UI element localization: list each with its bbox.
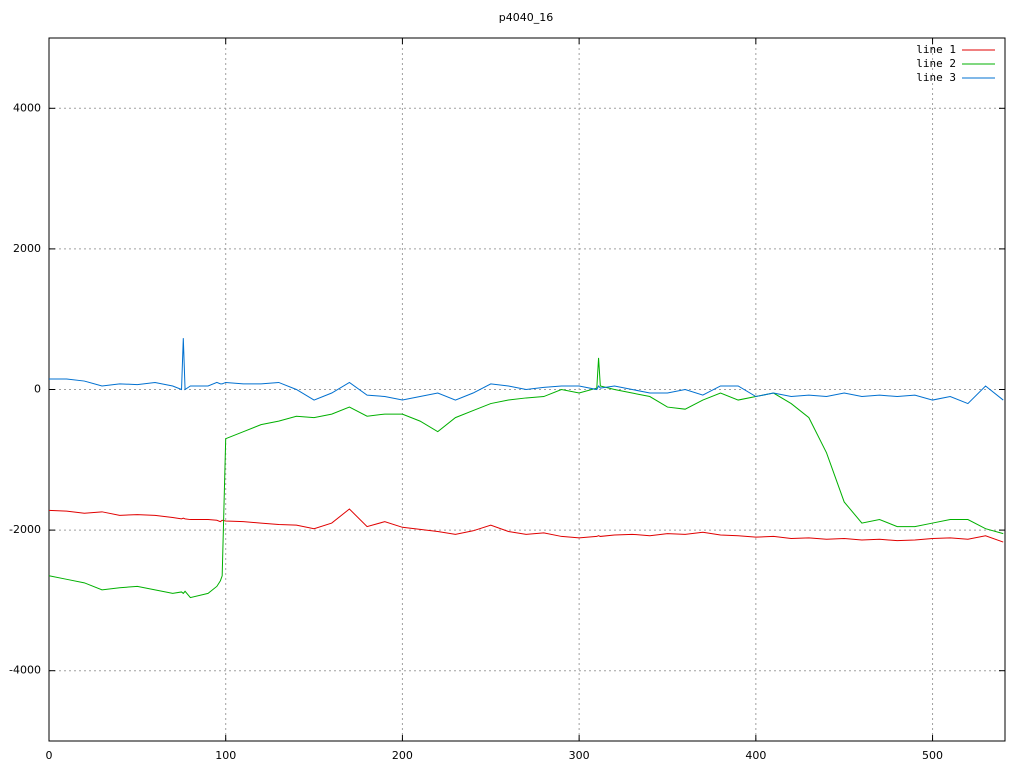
x-tick-label: 500 <box>922 749 943 762</box>
plot-border <box>48 37 1006 742</box>
legend-label: line 2 <box>916 57 956 70</box>
x-tick-label: 100 <box>215 749 236 762</box>
y-tick-label: 2000 <box>13 242 41 255</box>
x-tick-label: 400 <box>745 749 766 762</box>
y-tick-label: 0 <box>34 383 41 396</box>
legend-label: line 3 <box>916 71 956 84</box>
chart-title: p4040_16 <box>499 11 553 24</box>
series-line <box>48 508 1004 543</box>
y-tick-label: 4000 <box>13 101 41 114</box>
y-tick-label: -2000 <box>9 523 41 536</box>
series-line <box>49 338 1004 405</box>
y-tick-label: -4000 <box>9 664 41 677</box>
legend-label: line 1 <box>916 43 956 56</box>
x-tick-label: 300 <box>569 749 590 762</box>
series-line <box>48 357 1004 599</box>
x-tick-label: 200 <box>392 749 413 762</box>
x-tick-label: 0 <box>46 749 53 762</box>
